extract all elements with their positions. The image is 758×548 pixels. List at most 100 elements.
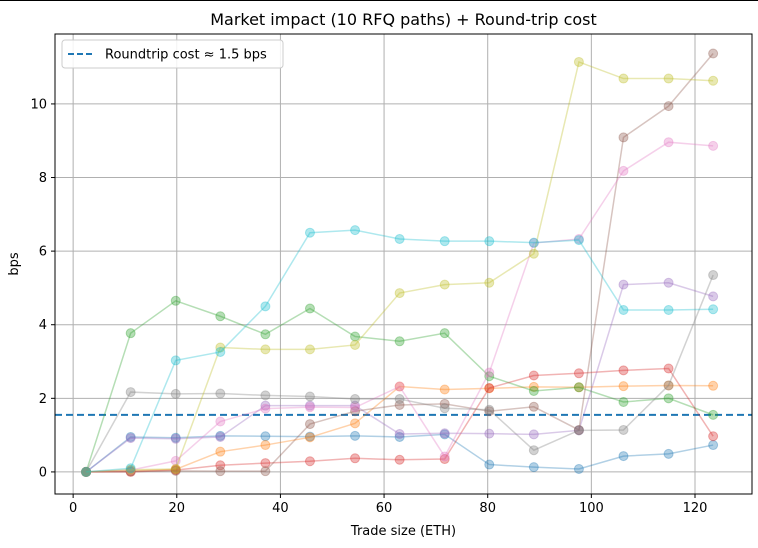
series-point: [573, 425, 584, 436]
y-tick-label: 2: [39, 392, 47, 407]
series-point: [125, 465, 136, 476]
series-point: [439, 454, 450, 465]
x-tick-label: 120: [683, 501, 708, 516]
series-point: [125, 466, 136, 477]
series-point: [170, 432, 181, 443]
y-axis-label: bps: [7, 252, 22, 276]
series-point: [81, 466, 92, 477]
series-point: [170, 465, 181, 476]
series-point: [528, 248, 539, 259]
series-point: [81, 466, 92, 477]
y-tick-label: 8: [39, 171, 47, 186]
series-point: [350, 430, 361, 441]
series-point: [394, 431, 405, 442]
series-point: [81, 466, 92, 477]
x-axis-label: Trade size (ETH): [350, 524, 456, 539]
series-point: [439, 328, 450, 339]
series-7: [81, 137, 719, 477]
series-point: [125, 433, 136, 444]
series-point: [618, 305, 629, 315]
series-point: [618, 424, 629, 435]
series-point: [394, 288, 405, 299]
series-point: [708, 291, 719, 302]
series-group: [81, 48, 719, 477]
series-point: [573, 424, 584, 435]
series-point: [708, 270, 719, 281]
series-point: [125, 465, 136, 476]
series-point: [260, 329, 271, 340]
series-point: [439, 398, 450, 409]
series-point: [618, 397, 629, 407]
series-point: [663, 380, 674, 391]
series-point: [260, 403, 271, 414]
series-point: [573, 235, 584, 246]
series-point: [708, 380, 719, 391]
series-point: [81, 466, 92, 477]
series-point: [304, 432, 315, 443]
series-point: [528, 370, 539, 381]
series-point: [350, 402, 361, 413]
series-point: [528, 401, 539, 412]
series-point: [528, 445, 539, 456]
y-tick-label: 10: [30, 97, 47, 112]
series-line: [85, 299, 714, 473]
series-point: [484, 406, 495, 417]
series-point: [215, 431, 226, 442]
series-point: [260, 400, 271, 411]
series-point: [484, 236, 495, 247]
series-line: [85, 274, 714, 473]
series-point: [260, 344, 271, 355]
series-point: [663, 277, 674, 288]
series-point: [350, 418, 361, 429]
series-point: [439, 451, 450, 462]
series-point: [528, 381, 539, 392]
series-point: [439, 428, 450, 439]
series-point: [618, 365, 629, 376]
series-point: [663, 137, 674, 148]
series-point: [170, 463, 181, 474]
series-line: [86, 367, 714, 473]
series-point: [215, 311, 226, 322]
series-line: [85, 282, 714, 473]
series-1: [81, 429, 719, 477]
series-point: [618, 381, 629, 392]
x-tick-label: 80: [479, 501, 496, 516]
series-point: [528, 429, 539, 440]
series-line: [86, 141, 714, 473]
top-border: [0, 0, 758, 1]
series-point: [350, 453, 361, 464]
series-4: [81, 363, 719, 477]
series-5: [81, 277, 719, 477]
series-line: [86, 60, 714, 473]
series-point: [260, 431, 271, 442]
series-point: [170, 433, 181, 444]
y-tick-label: 4: [39, 318, 47, 333]
legend: Roundtrip cost ≈ 1.5 bps: [61, 39, 284, 69]
series-point: [663, 73, 674, 84]
series-point: [618, 73, 629, 84]
series-point: [350, 394, 361, 405]
series-point: [215, 346, 226, 357]
y-tick-label: 0: [39, 465, 47, 480]
series-point: [260, 390, 271, 401]
series-point: [708, 409, 719, 420]
series-2: [81, 380, 719, 477]
series-point: [125, 463, 136, 474]
series-point: [663, 448, 674, 459]
plot-frame: [54, 33, 753, 495]
series-line: [86, 53, 714, 473]
series-point: [484, 428, 495, 439]
series-point: [618, 451, 629, 462]
x-tick-label: 40: [272, 501, 289, 516]
series-point: [573, 425, 584, 436]
series-point: [439, 236, 450, 247]
series-point: [170, 465, 181, 476]
series-point: [81, 466, 92, 477]
chart-title: Market impact (10 RFQ paths) + Round-tri…: [210, 10, 597, 29]
series-point: [394, 233, 405, 244]
series-point: [125, 387, 136, 398]
grid: [55, 34, 752, 494]
series-point: [439, 403, 450, 414]
series-point: [350, 339, 361, 350]
series-point: [708, 431, 719, 442]
